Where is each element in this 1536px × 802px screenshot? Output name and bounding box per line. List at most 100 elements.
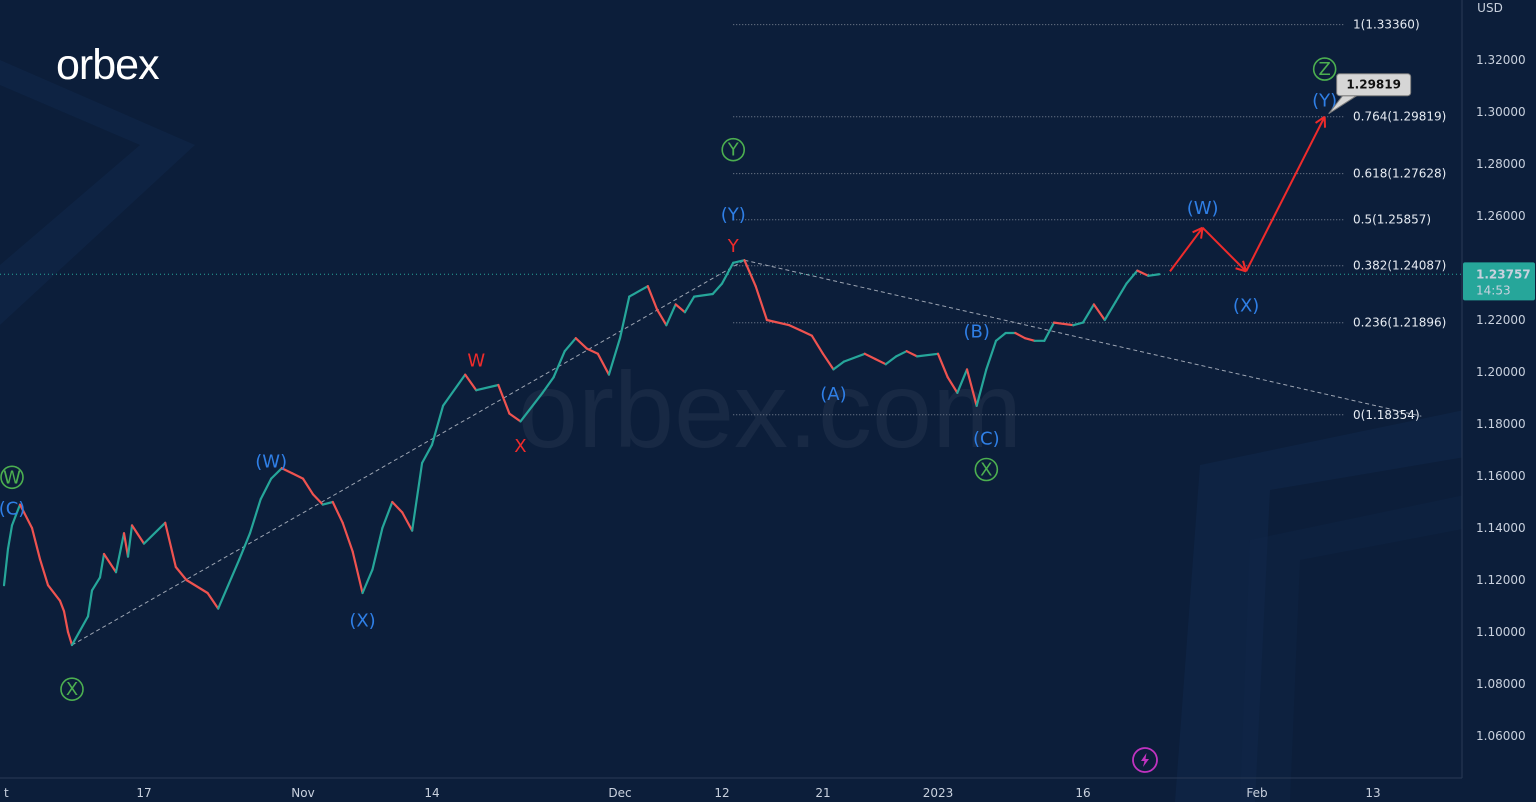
- price-segment: [1103, 300, 1117, 322]
- logo-text: orbex: [56, 41, 160, 89]
- price-segment: [497, 383, 511, 415]
- price-segment: [164, 521, 177, 569]
- price-segment: [391, 500, 404, 514]
- price-segment: [1147, 273, 1161, 277]
- wave-label-circle: [1312, 57, 1337, 81]
- lightning-icon[interactable]: [1132, 747, 1158, 773]
- price-segment: [799, 329, 813, 337]
- price-segment: [311, 493, 324, 506]
- time-tick-label: 17: [136, 786, 151, 800]
- price-segment: [46, 584, 62, 602]
- trendlines: [71, 259, 1422, 646]
- price-segment: [341, 521, 354, 553]
- price-tick-label: 1.18000: [1476, 417, 1526, 431]
- price-segment: [130, 524, 146, 545]
- price-segment: [291, 472, 305, 480]
- price-segment: [574, 337, 588, 350]
- time-tick-label: Dec: [608, 786, 631, 800]
- wave-label: Y: [727, 140, 740, 161]
- price-tick-label: 1.30000: [1476, 105, 1526, 119]
- projection-segment: [1169, 227, 1204, 272]
- projection-arrowhead: [1235, 267, 1247, 273]
- price-segment: [1023, 337, 1036, 342]
- price-series: [2, 259, 1161, 647]
- wave-label: (C): [0, 499, 25, 520]
- wave-label: (C): [973, 428, 1000, 449]
- projection-arrowhead: [1192, 226, 1204, 234]
- price-segment: [30, 526, 42, 561]
- price-axis[interactable]: USD 1.320001.300001.280001.260001.240001…: [1461, 0, 1536, 778]
- price-tick-label: 1.10000: [1476, 625, 1526, 639]
- projection-segment: [1245, 116, 1326, 272]
- price-segment: [810, 334, 825, 355]
- price-tick-label: 1.06000: [1476, 729, 1526, 743]
- time-tick-label: t: [4, 786, 9, 800]
- watermark-text: orbex.com: [518, 349, 1022, 470]
- price-segment: [248, 498, 262, 535]
- price-segment: [206, 591, 220, 610]
- wave-label: X: [66, 679, 78, 700]
- price-segment: [70, 615, 90, 647]
- price-segment: [832, 360, 846, 371]
- trendline: [71, 259, 745, 646]
- wave-label: (W): [1187, 198, 1219, 219]
- trendline: [744, 259, 1422, 417]
- price-segment: [86, 589, 94, 618]
- price-segment: [975, 368, 988, 407]
- price-segment: [6, 524, 14, 550]
- price-segment: [441, 373, 467, 407]
- price-segment: [788, 324, 802, 332]
- wave-label-circle: [0, 465, 24, 490]
- price-segment: [765, 318, 791, 327]
- price-segment: [754, 285, 768, 322]
- time-axis[interactable]: t 17 Nov 14 Dec 12 21 2023 16 Feb 13: [0, 777, 1462, 800]
- price-segment: [102, 552, 118, 574]
- price-segment: [646, 285, 659, 311]
- current-price-value: 1.23757: [1476, 267, 1531, 281]
- price-segment: [58, 599, 66, 613]
- time-tick-label: 2023: [923, 786, 954, 800]
- price-segment: [411, 461, 424, 532]
- orbex-logo: orbex: [56, 41, 161, 89]
- projection-segment: [1201, 226, 1247, 273]
- wave-label-circle: [974, 457, 999, 482]
- price-segment: [401, 511, 414, 532]
- price-tick-label: 1.28000: [1476, 157, 1526, 171]
- price-segment: [683, 295, 696, 314]
- price-segment: [884, 355, 898, 366]
- price-segment: [541, 376, 555, 394]
- wave-label: X: [980, 460, 992, 481]
- time-tick-label: 16: [1075, 786, 1090, 800]
- price-segment: [114, 532, 126, 574]
- price-segment: [965, 368, 978, 407]
- price-segment: [874, 357, 887, 366]
- price-segment: [936, 352, 949, 379]
- price-segment: [361, 568, 374, 595]
- price-segment: [956, 368, 969, 394]
- price-segment: [563, 337, 577, 353]
- price-segment: [18, 503, 34, 530]
- price-segment: [985, 339, 998, 371]
- target-price-value: 1.29819: [1346, 78, 1401, 92]
- price-segment: [628, 285, 649, 298]
- price-segment: [693, 292, 714, 298]
- price-segment: [1014, 331, 1027, 340]
- price-segment: [331, 500, 344, 524]
- price-segment: [596, 352, 611, 376]
- price-segment: [420, 443, 434, 465]
- price-segment: [743, 259, 757, 288]
- time-tick-label: Nov: [291, 786, 314, 800]
- price-segment: [464, 373, 478, 392]
- price-segment: [655, 308, 668, 327]
- target-price-callout: 1.29819: [1328, 73, 1412, 115]
- price-segment: [475, 383, 500, 392]
- candle-countdown: 14:53: [1476, 283, 1511, 297]
- projection-arrowhead: [1315, 115, 1326, 124]
- time-axis-ticks: t 17 Nov 14 Dec 12 21 2023 16 Feb 13: [4, 786, 1381, 800]
- price-tick-label: 1.16000: [1476, 469, 1526, 483]
- price-segment: [1125, 269, 1139, 285]
- price-segment: [618, 295, 631, 340]
- price-segment: [62, 610, 70, 634]
